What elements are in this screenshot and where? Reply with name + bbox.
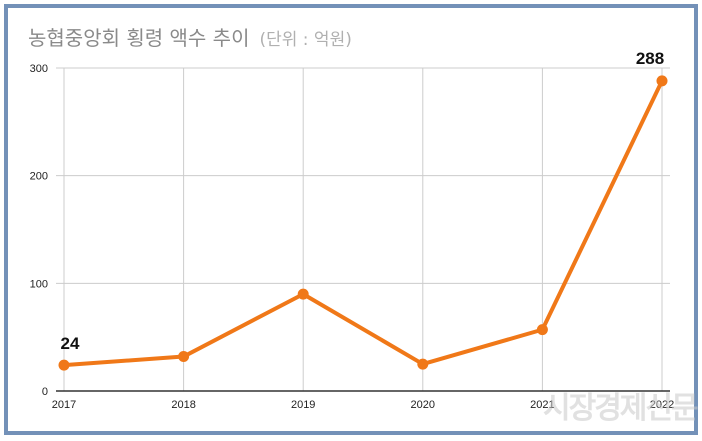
data-labels: 24 288 [61, 49, 665, 353]
y-tick-label: 0 [42, 386, 48, 398]
x-tick-label: 2017 [52, 399, 76, 411]
y-tick-label: 100 [30, 278, 48, 290]
data-label: 288 [636, 49, 664, 68]
chart-title-main: 농협중앙회 횡령 액수 추이 [28, 26, 250, 50]
watermark: 시장경제신문 [543, 391, 699, 426]
gridlines [56, 67, 670, 391]
data-series [58, 75, 668, 371]
x-tick-label: 2022 [650, 399, 674, 411]
data-point [178, 351, 190, 363]
y-tick-label: 300 [30, 63, 48, 75]
x-axis: 2017 2018 2019 2020 2021 2022 [52, 390, 674, 411]
chart-title: 농협중앙회 횡령 액수 추이 (단위 : 억원) [28, 22, 352, 51]
data-point [297, 288, 309, 300]
x-tick-label: 2018 [171, 399, 195, 411]
x-tick-label: 2019 [291, 399, 315, 411]
y-tick-label: 200 [30, 171, 48, 183]
data-point [536, 324, 548, 336]
chart-frame [4, 4, 698, 435]
data-point [656, 75, 668, 87]
data-label: 24 [61, 334, 80, 353]
y-axis: 0 100 200 300 [30, 63, 48, 398]
x-tick-label: 2020 [411, 399, 435, 411]
chart-title-unit: (단위 : 억원) [259, 30, 352, 50]
series-line [62, 78, 664, 368]
data-point [58, 359, 70, 371]
x-tick-label: 2021 [530, 399, 554, 411]
data-point [417, 358, 429, 370]
